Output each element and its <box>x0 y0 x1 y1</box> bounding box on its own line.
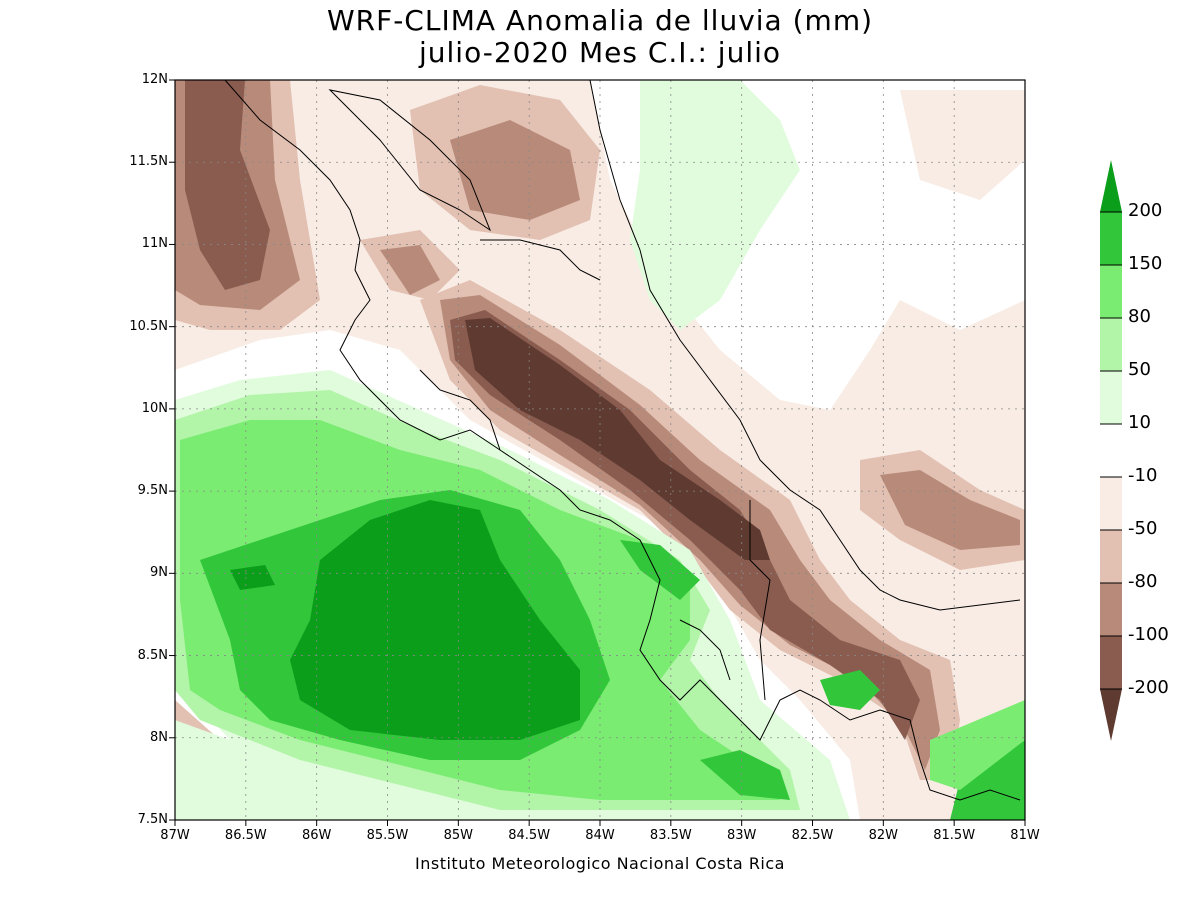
axis-ticks <box>169 79 1026 826</box>
lat-tick-label: 9N <box>150 565 168 581</box>
wet150-osa <box>820 670 880 710</box>
colorbar-swatch <box>1100 212 1122 265</box>
lon-tick-label: 83.5W <box>649 828 692 843</box>
colorbar-label: 50 <box>1128 359 1151 380</box>
lon-tick-label: 86W <box>301 828 332 843</box>
colorbar-swatch <box>1100 477 1122 530</box>
dry200-diagonal-band <box>465 318 770 560</box>
wet150-nicoya <box>620 540 700 600</box>
lat-tick-label: 10N <box>141 400 168 416</box>
colorbar-label: -50 <box>1128 518 1158 539</box>
lat-tick-label: 8N <box>150 729 168 745</box>
colorbar-label: 200 <box>1128 200 1163 221</box>
wet200-pacific <box>290 500 580 740</box>
panama-border <box>749 500 771 701</box>
colorbar-swatch <box>1100 424 1122 477</box>
caribbean-coastline <box>589 79 1021 611</box>
map-subtitle: julio-2020 Mes C.I.: julio <box>418 36 782 69</box>
wet10-north <box>630 80 800 330</box>
pacific-coastline <box>224 79 1021 801</box>
colorbar-label: -80 <box>1128 571 1158 592</box>
wet80-southeast <box>930 700 1025 790</box>
footer-credit: Instituto Meteorologico Nacional Costa R… <box>415 854 785 873</box>
nicaragua-border <box>480 239 601 281</box>
colorbar-min-arrow <box>1100 689 1122 741</box>
lon-tick-label: 84.5W <box>508 828 551 843</box>
wet150-south <box>700 750 790 800</box>
colorbar-swatch <box>1100 318 1122 371</box>
lon-tick-label: 81.5W <box>933 828 976 843</box>
dry10-east <box>900 90 1025 200</box>
lon-tick-label: 87W <box>160 828 190 843</box>
lon-tick-label: 82.5W <box>791 828 834 843</box>
wet200-west <box>230 565 275 590</box>
colorbar-swatch <box>1100 265 1122 318</box>
lat-tick-label: 11.5N <box>129 154 168 170</box>
dry80-east <box>880 470 1020 550</box>
colorbar-label: 150 <box>1128 253 1163 274</box>
lon-tick-label: 82W <box>868 828 899 843</box>
colorbar-swatch <box>1100 530 1122 583</box>
colorbar-label: -200 <box>1128 677 1169 698</box>
lon-tick-label: 81W <box>1010 828 1040 843</box>
lon-tick-label: 85.5W <box>366 828 409 843</box>
lon-tick-label: 84W <box>585 828 615 843</box>
wet150-southeast <box>950 740 1025 820</box>
lat-tick-label: 9.5N <box>137 483 168 499</box>
colorbar-label: 10 <box>1128 412 1151 433</box>
lat-tick-label: 10.5N <box>129 318 168 334</box>
lat-tick-label: 12N <box>141 72 168 87</box>
lake-nicaragua <box>328 89 492 232</box>
coastlines <box>224 79 1021 801</box>
lat-tick-label: 8.5N <box>137 647 168 663</box>
map-title: WRF-CLIMA Anomalia de lluvia (mm) <box>326 4 874 37</box>
colorbar-max-arrow <box>1100 160 1122 212</box>
lat-tick-label: 11N <box>141 236 168 252</box>
colorbar-label: -10 <box>1128 465 1158 486</box>
colorbar-swatch <box>1100 636 1122 689</box>
lon-tick-label: 86.5W <box>224 828 267 843</box>
colorbar-swatch <box>1100 371 1122 424</box>
nicoya-gulf <box>419 369 501 451</box>
dry100-northwest <box>185 80 270 290</box>
lat-tick-label: 7.5N <box>137 812 168 827</box>
colorbar-label: -100 <box>1128 624 1169 645</box>
osa-peninsula <box>679 619 731 681</box>
dry80-north-central <box>450 120 580 220</box>
colorbar-label: 80 <box>1128 306 1151 327</box>
dry80-mid <box>380 245 440 295</box>
rain-anomaly-field <box>175 80 1025 820</box>
lon-tick-label: 83W <box>726 828 757 843</box>
colorbar <box>1100 160 1122 741</box>
lon-tick-label: 85W <box>443 828 474 843</box>
colorbar-swatch <box>1100 583 1122 636</box>
